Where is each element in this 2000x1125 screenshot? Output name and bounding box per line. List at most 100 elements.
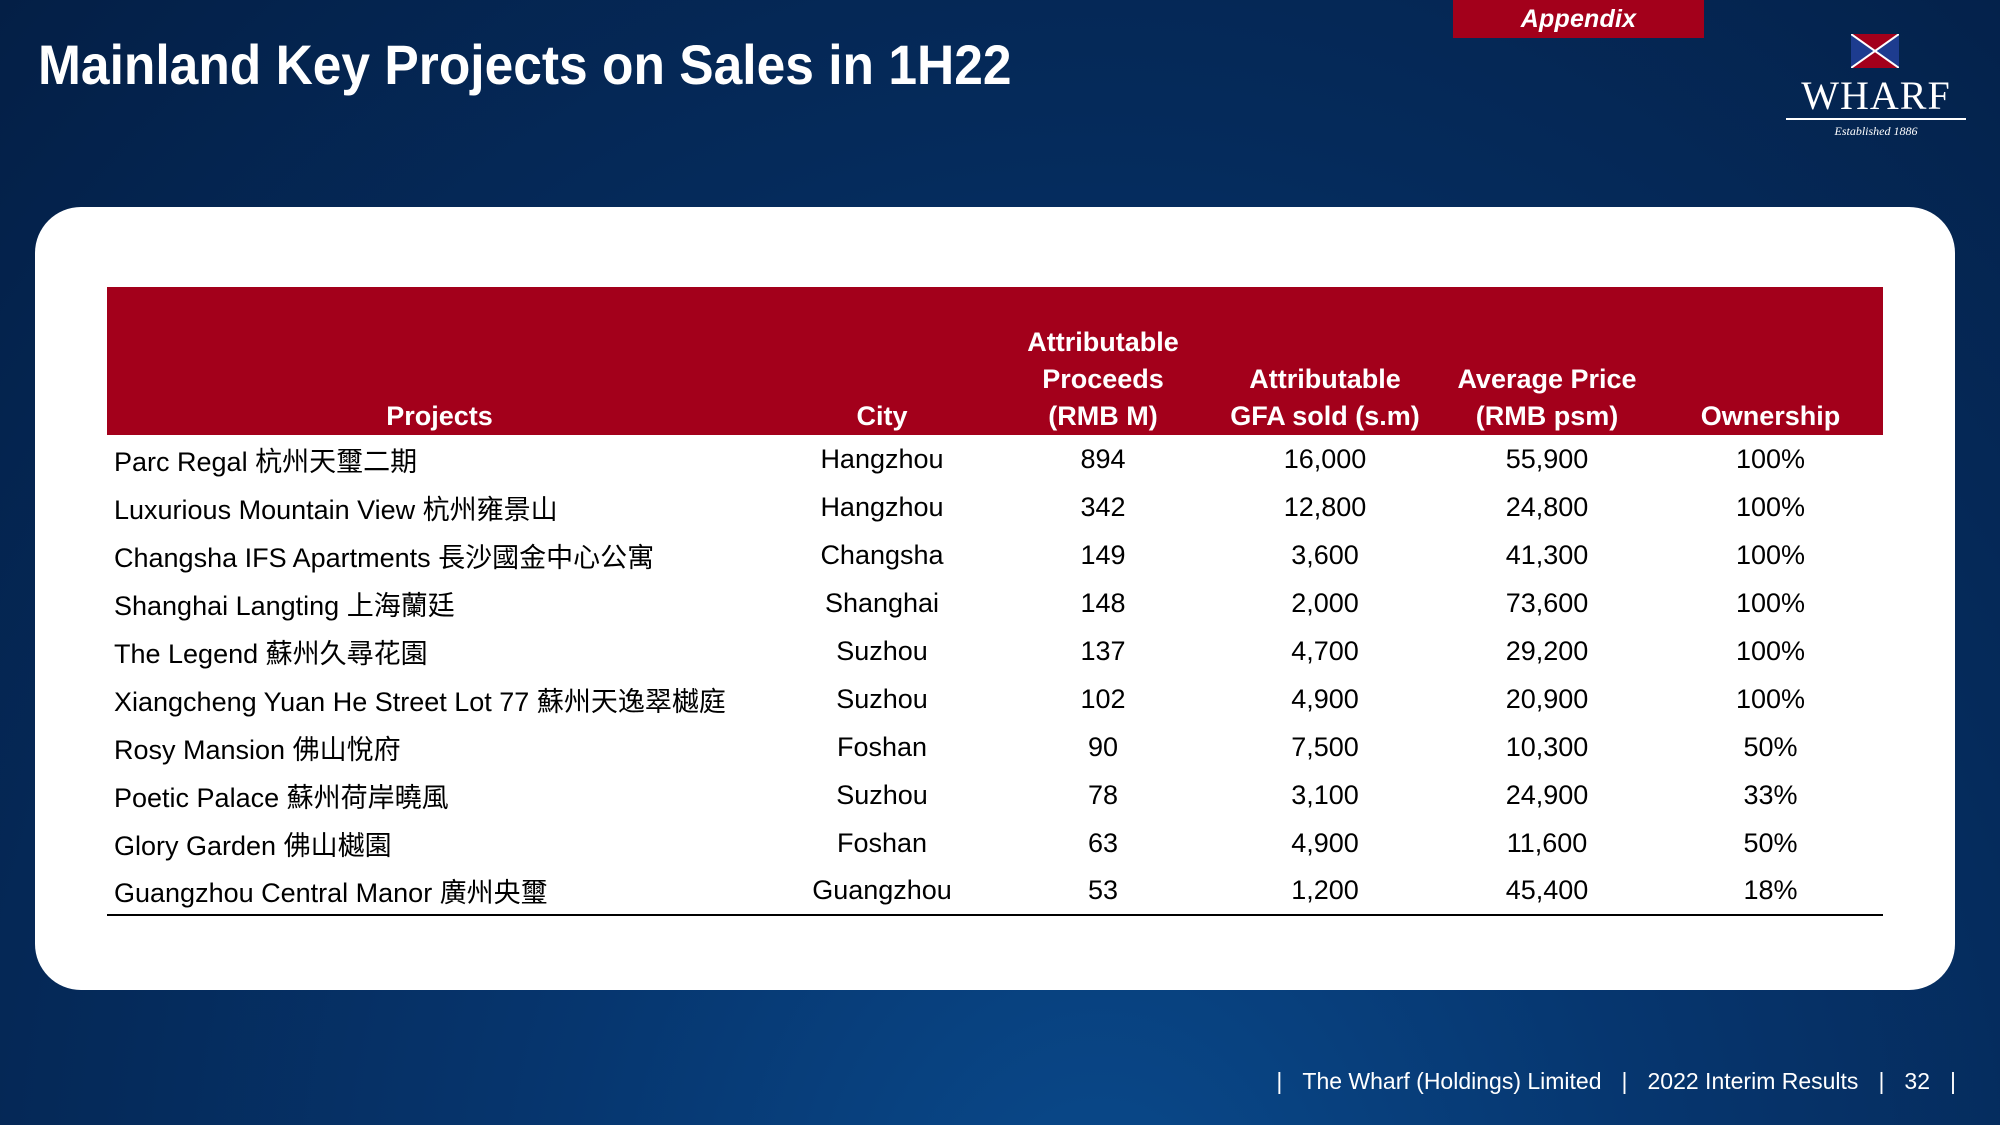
cell-average-price: 29,200 [1505, 635, 1589, 666]
cell-average-price: 11,600 [1506, 827, 1588, 858]
appendix-tab: Appendix [1453, 0, 1704, 38]
cell-project-name: Poetic Palace 蘇州荷岸曉風 [114, 782, 449, 813]
cell-proceeds: 342 [1080, 491, 1126, 522]
table-row: Glory Garden 佛山樾園 Foshan 63 4,900 11,600 50% [107, 819, 1883, 867]
column-header-projects: Projects [107, 287, 772, 435]
cell-proceeds: 63 [1087, 827, 1119, 858]
column-header-attributable-gfa-sold: Attributable GFA sold (s.m) [1214, 287, 1436, 435]
column-header-ownership: Ownership [1658, 287, 1883, 435]
cell-gfa-sold: 4,700 [1291, 635, 1359, 666]
cell-proceeds: 78 [1087, 779, 1119, 810]
table-row: Changsha IFS Apartments 長沙國金中心公寓 Changsha… [107, 531, 1883, 579]
column-header-line: GFA sold (s.m) [1230, 401, 1420, 431]
column-header-line: Attributable [1027, 327, 1179, 357]
table-row: The Legend 蘇州久尋花園 Suzhou 137 4,700 29,200 100… [107, 627, 1883, 675]
cell-ownership: 100% [1735, 491, 1806, 522]
table-row: Rosy Mansion 佛山悅府 Foshan 90 7,500 10,300 50% [107, 723, 1883, 771]
cell-proceeds: 53 [992, 867, 1214, 916]
column-header-average-price: Average Price (RMB psm) [1436, 287, 1658, 435]
column-header-line: Attributable [1249, 364, 1401, 394]
column-header-line: (RMB M) [1048, 401, 1158, 431]
footer-report: 2022 Interim Results [1647, 1068, 1859, 1094]
cell-project-name: Xiangcheng Yuan He Street Lot 77 蘇州天逸翠樾庭 [114, 686, 726, 717]
logo-wordmark: WHARF [1801, 73, 1951, 118]
cell-gfa-sold: 3,600 [1291, 539, 1359, 570]
cell-gfa-sold: 4,900 [1291, 683, 1359, 714]
cell-proceeds: 90 [1087, 731, 1119, 762]
table-body: Parc Regal 杭州天璽二期 Hangzhou 894 16,000 55,900… [107, 435, 1883, 916]
cell-average-price: 24,900 [1505, 779, 1589, 810]
cell-city: Foshan [836, 827, 928, 858]
column-header-line: Proceeds [1042, 364, 1164, 394]
cell-city: Suzhou [836, 635, 928, 666]
cell-city: Guangzhou [772, 867, 992, 916]
column-header-line: Projects [386, 401, 493, 431]
cell-project-name: Luxurious Mountain View 杭州雍景山 [114, 494, 558, 525]
cell-gfa-sold: 3,100 [1291, 779, 1359, 810]
flag-icon [1851, 34, 1899, 68]
cell-project-name: Guangzhou Central Manor 廣州央璽 [107, 867, 772, 916]
cell-project-name: Parc Regal 杭州天璽二期 [114, 446, 418, 477]
content-card [35, 207, 1955, 990]
cell-city: Changsha [820, 539, 944, 570]
cell-proceeds: 894 [1080, 443, 1126, 474]
cell-gfa-sold: 7,500 [1291, 731, 1359, 762]
cell-ownership: 100% [1735, 539, 1806, 570]
cell-average-price: 24,800 [1505, 491, 1589, 522]
cell-average-price: 41,300 [1505, 539, 1589, 570]
cell-average-price: 20,900 [1505, 683, 1589, 714]
cell-ownership: 18% [1658, 867, 1883, 916]
column-header-city: City [772, 287, 992, 435]
projects-table: Projects City Attributable Proceeds (RMB M) A… [107, 287, 1883, 916]
cell-gfa-sold: 4,900 [1291, 827, 1359, 858]
cell-average-price: 55,900 [1505, 443, 1589, 474]
cell-ownership: 100% [1735, 635, 1806, 666]
cell-ownership: 100% [1735, 587, 1806, 618]
wharf-logo: WHARF Established 1886 [1786, 34, 1966, 144]
cell-average-price: 73,600 [1505, 587, 1589, 618]
cell-ownership: 100% [1735, 683, 1806, 714]
table-row: Guangzhou Central Manor 廣州央璽 Guangzhou 53 1… [107, 867, 1883, 916]
column-header-line: (RMB psm) [1475, 401, 1619, 431]
column-header-attributable-proceeds: Attributable Proceeds (RMB M) [992, 287, 1214, 435]
cell-city: Shanghai [824, 587, 940, 618]
cell-city: Suzhou [836, 683, 928, 714]
table-row: Poetic Palace 蘇州荷岸曉風 Suzhou 78 3,100 24,900 3… [107, 771, 1883, 819]
cell-ownership: 50% [1743, 731, 1798, 762]
table-row: Shanghai Langting 上海蘭廷 Shanghai 148 2,000 73… [107, 579, 1883, 627]
cell-ownership: 100% [1735, 443, 1806, 474]
cell-city: Hangzhou [820, 491, 944, 522]
cell-ownership: 50% [1743, 827, 1798, 858]
cell-project-name: Shanghai Langting 上海蘭廷 [114, 590, 455, 621]
table-row: Luxurious Mountain View 杭州雍景山 Hangzhou 342… [107, 483, 1883, 531]
cell-gfa-sold: 16,000 [1283, 443, 1367, 474]
logo-tagline: Established 1886 [1834, 124, 1918, 138]
cell-gfa-sold: 1,200 [1214, 867, 1436, 916]
cell-proceeds: 148 [1080, 587, 1126, 618]
footer-separator: | [1878, 1068, 1885, 1094]
column-header-line: City [856, 401, 908, 431]
cell-proceeds: 137 [1080, 635, 1126, 666]
cell-city: Hangzhou [820, 443, 944, 474]
footer-separator: | [1621, 1068, 1628, 1094]
table-header-row: Projects City Attributable Proceeds (RMB M) A… [107, 287, 1883, 435]
footer: | The Wharf (Holdings) Limited | 2022 In… [1256, 1068, 1976, 1095]
footer-page-number: 32 [1904, 1068, 1931, 1094]
projects-table-container: Projects City Attributable Proceeds (RMB M) A… [107, 287, 1883, 916]
cell-project-name: Glory Garden 佛山樾園 [114, 830, 392, 861]
cell-proceeds: 102 [1080, 683, 1126, 714]
cell-project-name: The Legend 蘇州久尋花園 [114, 638, 428, 669]
cell-project-name: Rosy Mansion 佛山悅府 [114, 734, 401, 765]
cell-average-price: 45,400 [1436, 867, 1658, 916]
cell-ownership: 33% [1743, 779, 1798, 810]
column-header-line: Average Price [1457, 364, 1637, 394]
table-row: Parc Regal 杭州天璽二期 Hangzhou 894 16,000 55,900… [107, 435, 1883, 483]
footer-separator: | [1276, 1068, 1283, 1094]
column-header-line: Ownership [1700, 401, 1841, 431]
page-title: Mainland Key Projects on Sales in 1H22 [38, 33, 1012, 96]
cell-city: Foshan [836, 731, 928, 762]
cell-project-name: Changsha IFS Apartments 長沙國金中心公寓 [114, 542, 655, 573]
cell-gfa-sold: 12,800 [1283, 491, 1367, 522]
table-row: Xiangcheng Yuan He Street Lot 77 蘇州天逸翠樾庭… [107, 675, 1883, 723]
cell-gfa-sold: 2,000 [1291, 587, 1359, 618]
